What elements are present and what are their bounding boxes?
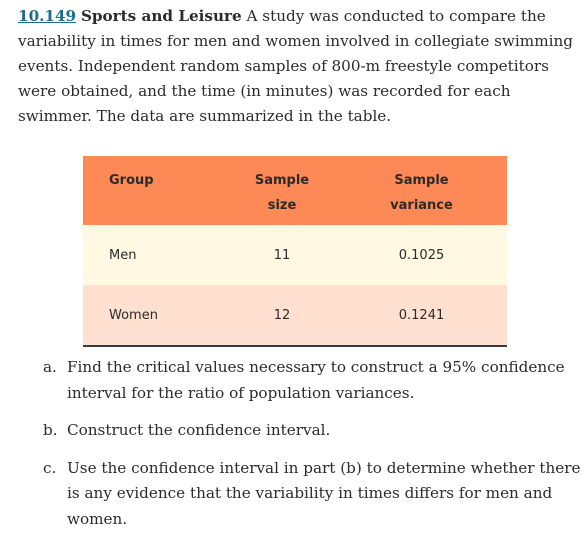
question-item: c. Use the confidence interval in part (…	[43, 456, 583, 533]
cell-sample-size: 11	[228, 225, 336, 285]
data-table: Group Sample size Sample variance Men 11…	[83, 156, 507, 347]
cell-group: Women	[83, 285, 228, 347]
cell-sample-size: 12	[228, 285, 336, 347]
cell-sample-variance: 0.1025	[336, 225, 507, 285]
exercise-intro: 10.149 Sports and Leisure A study was co…	[18, 4, 580, 129]
exercise-number-link[interactable]: 10.149	[18, 7, 77, 25]
question-letter: a.	[43, 358, 57, 376]
exercise-body: A study was conducted to compare the var…	[18, 7, 573, 125]
table-header-row: Group Sample size Sample variance	[83, 156, 507, 225]
question-letter: c.	[43, 458, 57, 477]
exercise-title: Sports and Leisure	[80, 7, 242, 25]
question-text: Use the confidence interval in part (b) …	[67, 458, 581, 528]
cell-sample-variance: 0.1241	[336, 285, 507, 347]
header-group: Group	[83, 156, 228, 225]
question-text: Find the critical values necessary to co…	[67, 358, 565, 402]
table-row: Women 12 0.1241	[83, 285, 507, 347]
cell-group: Men	[83, 225, 228, 285]
header-sample-variance: Sample variance	[336, 156, 507, 225]
question-list: a. Find the critical values necessary to…	[43, 355, 583, 544]
question-letter: b.	[43, 421, 58, 439]
table-row: Men 11 0.1025	[83, 225, 507, 285]
question-item: b. Construct the confidence interval.	[43, 418, 583, 444]
question-text: Construct the confidence interval.	[67, 421, 331, 439]
question-item: a. Find the critical values necessary to…	[43, 355, 583, 406]
header-sample-size: Sample size	[228, 156, 336, 225]
